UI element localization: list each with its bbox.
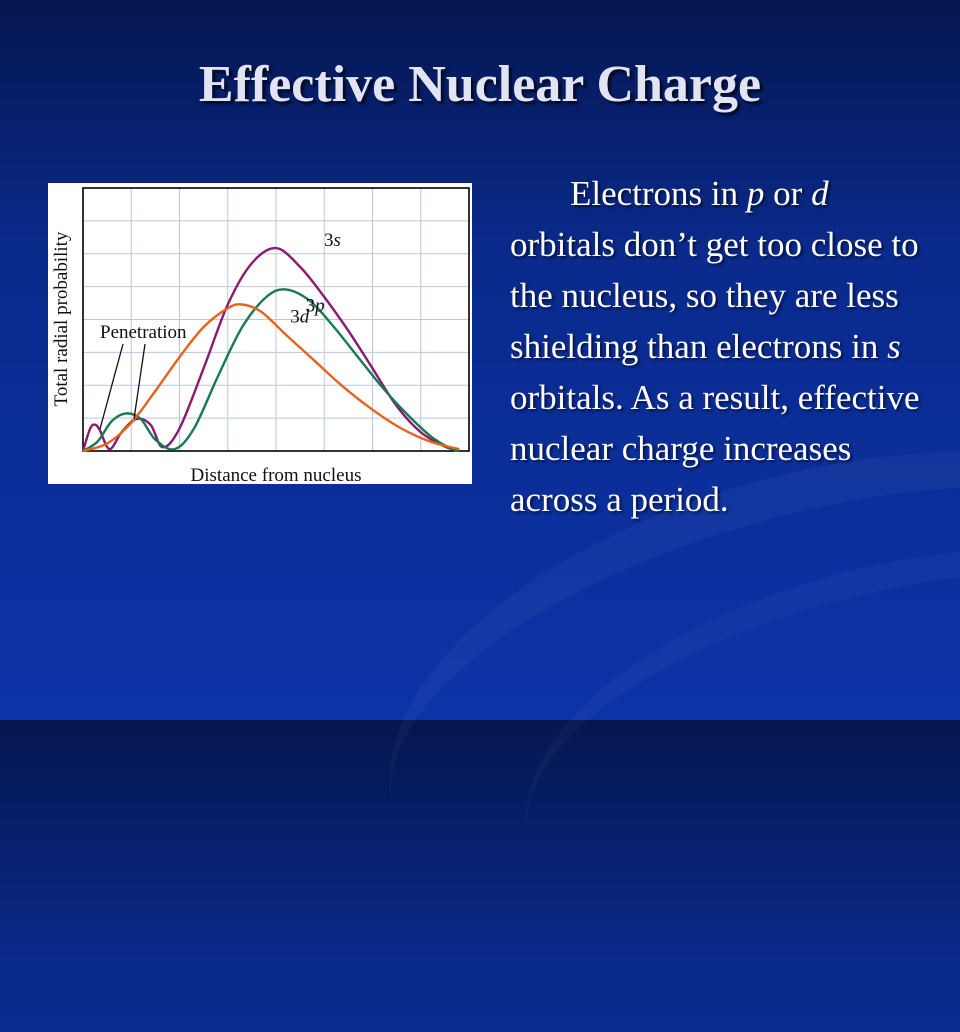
series-label-3d: 3d xyxy=(290,307,310,328)
x-axis-label: Distance from nucleus xyxy=(191,465,362,484)
chart-grid xyxy=(83,188,469,451)
slide-title: Effective Nuclear Charge xyxy=(198,56,762,113)
penetration-annotation: Penetration xyxy=(100,322,187,343)
y-axis-label: Total radial probability xyxy=(51,231,72,406)
series-line-3p xyxy=(82,288,460,453)
italic-orbital-letter: s xyxy=(887,327,901,366)
body-text-run: orbitals. As a result, effective nuclear… xyxy=(510,378,920,519)
body-text-run: Electrons in xyxy=(570,174,747,213)
penetration-pointer-2 xyxy=(133,343,146,420)
series-line-3s xyxy=(81,246,460,453)
series-label-3p: 3p xyxy=(306,295,325,316)
series-label-3s: 3s xyxy=(324,230,341,251)
body-text-run: orbitals don’t get too close to the nucl… xyxy=(510,225,919,366)
body-text-run: or xyxy=(764,174,812,213)
plot-frame xyxy=(82,187,470,452)
slide-body-text: Electrons in p or d orbitals don’t get t… xyxy=(510,168,940,525)
radial-probability-figure: 3s 3p 3d Distance from nucleus Total radia… xyxy=(48,183,472,484)
chart-series-group xyxy=(81,246,460,453)
italic-orbital-letter: d xyxy=(811,174,829,213)
italic-orbital-letter: p xyxy=(746,174,765,213)
penetration-pointer-1 xyxy=(99,343,124,430)
background-swoosh-lower xyxy=(489,481,960,1025)
series-line-3d xyxy=(82,303,460,453)
